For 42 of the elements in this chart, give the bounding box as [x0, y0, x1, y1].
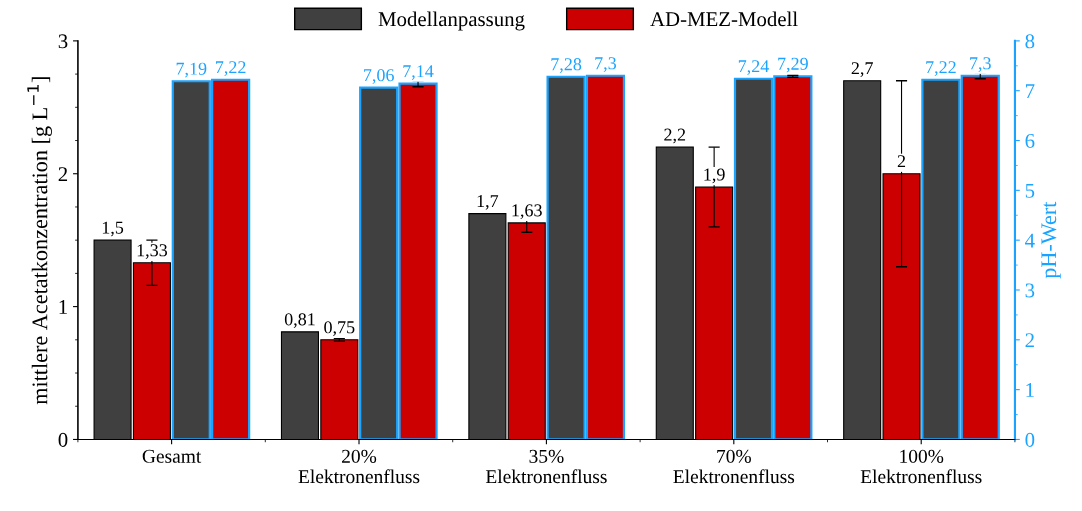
- data-label: 7,24: [738, 60, 770, 75]
- data-label: 1,33: [137, 244, 168, 259]
- data-label: 7,19: [176, 62, 207, 78]
- data-label: 1,9: [704, 168, 725, 184]
- y-tick-label: 1: [59, 300, 67, 314]
- data-label: 0,75: [324, 321, 355, 336]
- y2-tick-label: 8: [1025, 34, 1035, 49]
- data-label: 2,2: [664, 128, 686, 144]
- y2-tick-label: 2: [1025, 333, 1034, 348]
- x-tick-label: 70% Elektronenfluss: [673, 449, 795, 484]
- data-label: 7,3: [970, 57, 991, 72]
- y2-tick-label: 4: [1025, 233, 1035, 248]
- data-label: 7,14: [403, 65, 434, 80]
- data-label: 1,63: [512, 204, 542, 220]
- y2-axis-title: pH-Wert: [1041, 201, 1061, 279]
- data-label: 7,29: [778, 57, 808, 73]
- x-tick-label: Gesamt: [142, 449, 202, 463]
- y2-tick-label: 6: [1025, 133, 1035, 148]
- data-label: 2: [897, 155, 906, 168]
- y-tick-label: 2: [58, 167, 68, 181]
- y2-tick-label: 0: [1025, 432, 1035, 447]
- y2-tick-label: 3: [1025, 283, 1035, 298]
- y2-tick-label: 5: [1025, 183, 1035, 198]
- y-axis-title: mittlere Acetatkonzentration [g L$^{−1}$]: [27, 77, 52, 405]
- x-tick-label: 35% Elektronenfluss: [485, 449, 607, 484]
- y-tick-label: 3: [58, 34, 68, 49]
- data-label: 0,81: [284, 313, 315, 328]
- x-tick-label: 100% Elektronenfluss: [860, 449, 982, 484]
- y2-tick-label: 7: [1026, 84, 1035, 98]
- data-label: 7,22: [216, 61, 246, 76]
- data-label: 7,06: [364, 69, 394, 84]
- data-label: 1,7: [477, 195, 499, 210]
- legend-label: Modellanpassung: [378, 11, 525, 31]
- x-tick-label: 20% Elektronenfluss: [298, 449, 420, 484]
- data-label: 2,7: [851, 62, 873, 77]
- data-label: 1,5: [102, 221, 124, 237]
- data-label: 7,3: [595, 57, 617, 72]
- legend-label: AD-MEZ-Modell: [650, 11, 798, 27]
- data-label: 7,28: [551, 58, 582, 73]
- y-tick-label: 0: [58, 432, 68, 447]
- y2-tick-label: 1: [1026, 383, 1034, 397]
- data-label: 7,22: [926, 61, 956, 76]
